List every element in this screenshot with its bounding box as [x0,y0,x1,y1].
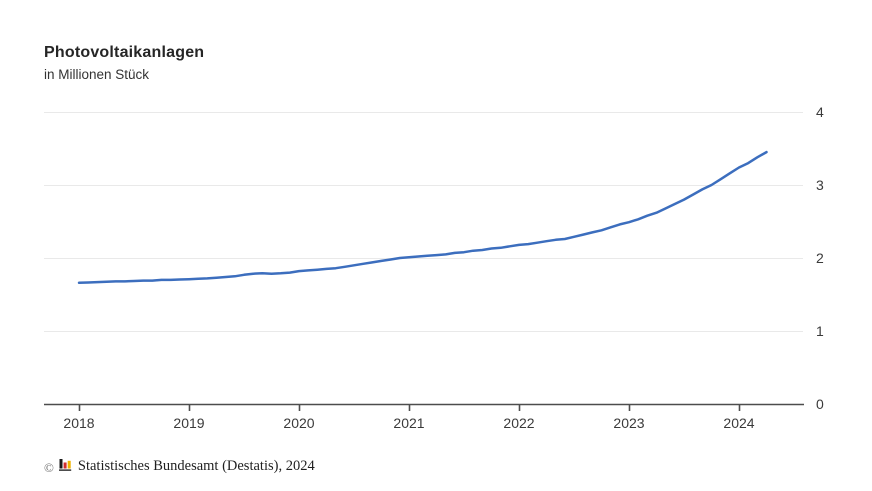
chart-header: Photovoltaikanlagen in Millionen Stück [44,44,204,82]
x-axis-label: 2020 [283,415,315,431]
x-axis-label: 2022 [503,415,535,431]
y-axis-label: 1 [816,323,824,339]
destatis-bar-chart-icon [58,458,73,477]
y-axis-label: 2 [816,250,824,266]
logo-bar-red [63,462,67,469]
source-text: Statistisches Bundesamt (Destatis), 2024 [77,458,315,474]
x-axis-label: 2021 [393,415,425,431]
copyright-symbol: © [44,459,54,475]
trend-line [77,150,768,285]
logo-bar-gold [67,460,71,469]
y-axis-label: 3 [816,177,824,193]
logo-baseline [58,469,72,471]
chart-subtitle: in Millionen Stück [44,67,150,82]
x-axis-label: 2023 [613,415,645,431]
x-axis-label: 2024 [723,415,755,431]
source-attribution: © Statistisches Bundesamt (Destatis), 20… [44,457,315,476]
y-axis-label: 4 [816,104,824,120]
x-axis-label: 2019 [173,415,205,431]
logo-bar-black [59,459,63,469]
y-axis-label: 0 [816,396,824,412]
chart-title: Photovoltaikanlagen [44,44,205,61]
x-axis-label: 2018 [63,415,95,431]
